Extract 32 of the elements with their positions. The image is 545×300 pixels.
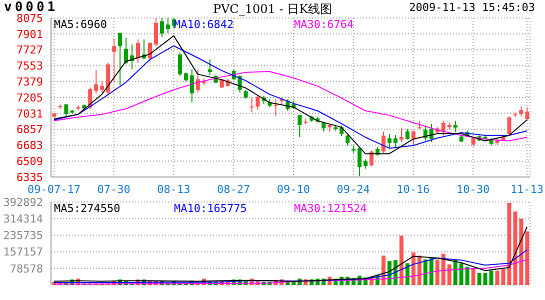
x-tick-label: 09-07-17 <box>28 182 80 196</box>
y-tick-label: 157157 <box>3 246 43 259</box>
x-tick-label: 08-13 <box>157 182 190 196</box>
y-tick-label: 7031 <box>16 107 43 120</box>
text: MA30:121524 <box>294 202 368 215</box>
text: MA30:6764 <box>294 18 355 31</box>
y-tick-label: 7553 <box>16 60 43 73</box>
x-tick-label: 09-10 <box>276 182 310 196</box>
y-tick-label: 7379 <box>16 76 43 89</box>
x-tick-label: 10-30 <box>456 182 490 196</box>
y-tick-label: 7205 <box>16 91 43 104</box>
text: MA10:165775 <box>174 202 248 215</box>
x-tick-label: 11-13 <box>510 182 544 196</box>
text: MA5:6960 <box>54 18 108 31</box>
y-tick-label: 7727 <box>16 44 43 57</box>
y-tick-label: 6509 <box>16 155 43 168</box>
y-tick-label: 235735 <box>3 229 43 242</box>
x-tick-label: 07-30 <box>97 182 130 196</box>
series-label: MA10:6842 <box>174 18 235 31</box>
x-tick-label: 09-24 <box>336 182 370 196</box>
x-tick-label: 10-16 <box>396 182 430 196</box>
y-tick-label: 314314 <box>3 212 44 226</box>
x-tick-label: 08-27 <box>217 182 250 196</box>
text: MA5:274550 <box>54 202 122 215</box>
y-tick-label: 6857 <box>16 123 43 136</box>
chart-subtitle: 2009-11-13 15:45:03 <box>409 1 535 14</box>
chart-title: PVC_1001 - 日K线图 <box>212 2 332 16</box>
y-tick-label: 78578 <box>10 262 43 276</box>
y-tick-label: 7901 <box>16 28 43 41</box>
y-tick-label: 6683 <box>16 139 43 152</box>
y-tick-label: 392892 <box>3 196 43 209</box>
y-tick-label: 6335 <box>16 170 43 184</box>
